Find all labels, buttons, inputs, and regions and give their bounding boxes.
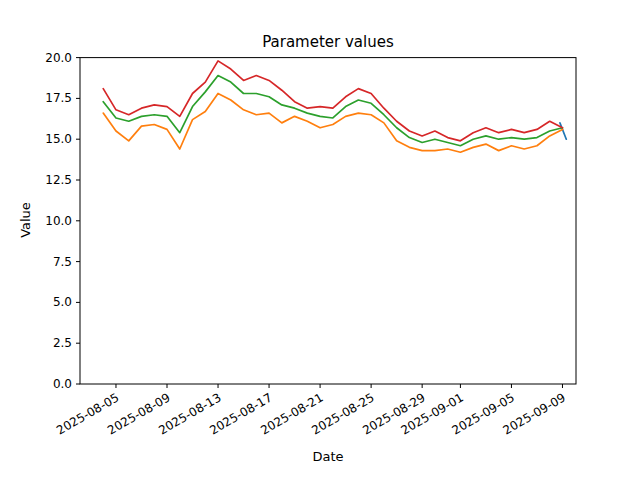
y-tick-label: 17.5	[45, 91, 72, 105]
series-line-red	[103, 61, 562, 141]
x-axis-label: Date	[80, 449, 576, 464]
y-tick-label: 7.5	[53, 255, 72, 269]
line-chart: 0.02.55.07.510.012.515.017.520.02025-08-…	[0, 0, 640, 480]
figure-canvas: 0.02.55.07.510.012.515.017.520.02025-08-…	[0, 0, 640, 480]
y-tick-label: 2.5	[53, 336, 72, 350]
chart-title: Parameter values	[80, 33, 576, 51]
y-tick-label: 15.0	[45, 132, 72, 146]
y-tick-label: 5.0	[53, 295, 72, 309]
y-axis-label: Value	[18, 202, 33, 238]
y-tick-label: 20.0	[45, 51, 72, 65]
y-tick-label: 10.0	[45, 214, 72, 228]
axes-spines	[80, 58, 576, 384]
y-tick-label: 0.0	[53, 377, 72, 391]
y-tick-label: 12.5	[45, 173, 72, 187]
